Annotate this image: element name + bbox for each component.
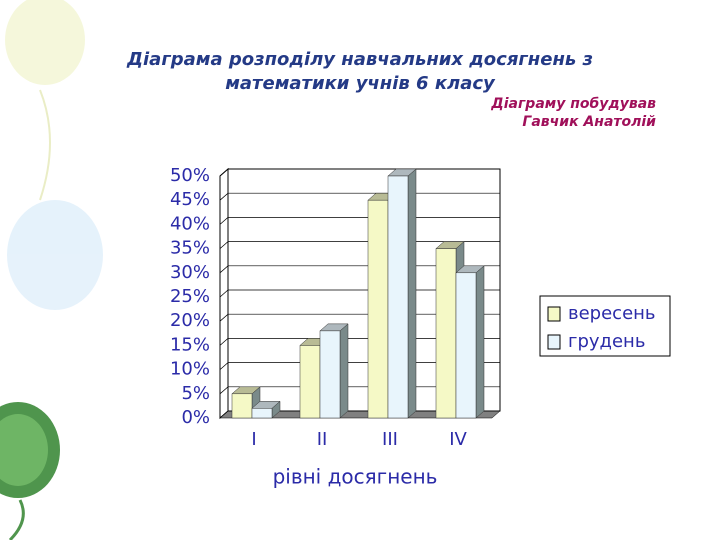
- chart-title: Діаграма розподілу навчальних досягнень …: [126, 49, 593, 70]
- x-tick-label: II: [317, 429, 328, 450]
- bar-side: [339, 323, 349, 419]
- y-tick-label: 10%: [170, 359, 210, 380]
- legend-label: вересень: [568, 303, 656, 324]
- bar: [435, 248, 457, 419]
- legend-swatch: [547, 334, 561, 350]
- x-tick-label: III: [382, 429, 398, 450]
- y-tick-label: 20%: [170, 310, 210, 331]
- y-tick-label: 15%: [170, 334, 210, 355]
- legend: [539, 295, 671, 357]
- x-axis-label: рівні досягнень: [273, 465, 438, 489]
- y-tick-label: 25%: [170, 286, 210, 307]
- bar: [299, 345, 321, 419]
- legend-swatch: [547, 306, 561, 322]
- decoration: [0, 0, 103, 540]
- y-tick-label: 50%: [170, 165, 210, 186]
- bar: [319, 330, 341, 419]
- bar: [367, 199, 389, 419]
- x-tick-label: I: [251, 429, 256, 450]
- y-tick-label: 0%: [181, 407, 210, 428]
- chart-title: математики учнів 6 класу: [225, 73, 496, 94]
- bar: [231, 393, 253, 419]
- legend-label: грудень: [568, 331, 645, 352]
- y-tick-label: 30%: [170, 262, 210, 283]
- y-tick-label: 40%: [170, 213, 210, 234]
- y-tick-label: 45%: [170, 189, 210, 210]
- subtitle: Діаграму побудував: [490, 96, 656, 112]
- subtitle: Гавчик Анатолій: [522, 114, 656, 130]
- bar-side: [407, 168, 417, 419]
- x-tick-label: IV: [449, 429, 467, 450]
- bar: [455, 272, 477, 419]
- y-tick-label: 5%: [181, 383, 210, 404]
- bar-side: [475, 265, 485, 419]
- y-tick-label: 35%: [170, 238, 210, 259]
- bar: [387, 175, 409, 419]
- bar: [251, 408, 273, 419]
